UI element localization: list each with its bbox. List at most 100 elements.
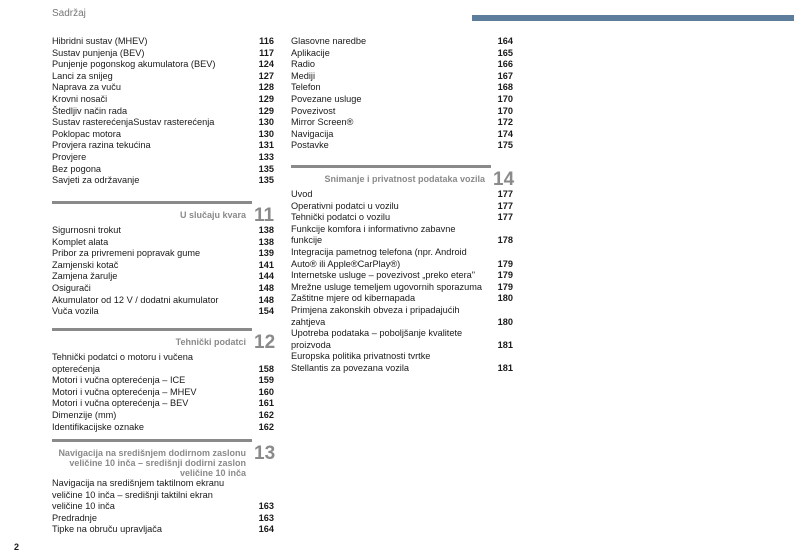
toc-entry[interactable]: Dimenzije (mm) 162 bbox=[52, 410, 274, 422]
entry-page-number: 180 bbox=[497, 316, 513, 327]
toc-entry[interactable]: Integracija pametnog telefona (npr. Andr… bbox=[291, 247, 513, 270]
toc-entry[interactable]: Poklopac motora 130 bbox=[52, 129, 274, 141]
toc-block: U slučaju kvara 11 Sigurnosni trokut 138 Kom… bbox=[52, 201, 274, 318]
toc-entry[interactable]: Predradnje 163 bbox=[52, 513, 274, 525]
entry-title: Telefon bbox=[291, 82, 321, 94]
section-title[interactable]: Tehnički podatci bbox=[176, 333, 246, 347]
entry-title: Provjera razina tekućina bbox=[52, 140, 151, 152]
entry-title-line: funkcije bbox=[291, 235, 323, 246]
toc-entry[interactable]: Punjenje pogonskog akumulatora (BEV) 124 bbox=[52, 59, 274, 71]
entry-page-number: 164 bbox=[497, 36, 513, 46]
toc-entry[interactable]: Sustav punjenja (BEV) 117 bbox=[52, 48, 274, 60]
entry-title: Sustav rasterećenjaSustav rasterećenja bbox=[52, 117, 214, 129]
entry-title: Osigurači bbox=[52, 283, 91, 295]
section-header: U slučaju kvara 11 bbox=[52, 201, 274, 225]
toc-entry[interactable]: Operativni podatci u vozilu 177 bbox=[291, 201, 513, 213]
entry-title-line: Motori i vučna opterećenja – MHEV bbox=[52, 386, 197, 397]
toc-entry[interactable]: Komplet alata 138 bbox=[52, 237, 274, 249]
section-title[interactable]: Navigacija na središnjem dodirnom zaslon… bbox=[58, 444, 246, 478]
entry-page-number: 138 bbox=[258, 236, 274, 247]
toc-entry[interactable]: Radio 166 bbox=[291, 59, 513, 71]
toc-entry[interactable]: Krovni nosači 129 bbox=[52, 94, 274, 106]
toc-entry[interactable]: Tehnički podatci o motoru i vučena optere… bbox=[52, 352, 274, 375]
entry-title-line: Povezivost bbox=[291, 105, 336, 116]
toc-entry[interactable]: Pribor za privremeni popravak gume 139 bbox=[52, 248, 274, 260]
entry-page-number: 163 bbox=[258, 512, 274, 523]
entry-title: Provjere bbox=[52, 152, 86, 164]
entry-page-number: 181 bbox=[497, 362, 513, 373]
section-title-line: Snimanje i privatnost podataka vozila bbox=[324, 174, 485, 184]
section-title-line: U slučaju kvara bbox=[179, 210, 246, 220]
toc-entry[interactable]: Aplikacije 165 bbox=[291, 48, 513, 60]
toc-entry[interactable]: Sustav rasterećenjaSustav rasterećenja 13… bbox=[52, 117, 274, 129]
toc-entry[interactable]: Mirror Screen® 172 bbox=[291, 117, 513, 129]
toc-entry[interactable]: Motori i vučna opterećenja – BEV 161 bbox=[52, 398, 274, 410]
section-heading-row: Snimanje i privatnost podataka vozila 14 bbox=[291, 170, 514, 189]
toc-entry[interactable]: Savjeti za održavanje 135 bbox=[52, 175, 274, 187]
toc-entry[interactable]: Navigacija 174 bbox=[291, 129, 513, 141]
entry-title-line: Dimenzije (mm) bbox=[52, 409, 117, 420]
toc-entry[interactable]: Vuča vozila 154 bbox=[52, 306, 274, 318]
entry-title: Sigurnosni trokut bbox=[52, 225, 121, 237]
section-title-line: veličine 10 inča – središnji dodirni zas… bbox=[69, 458, 246, 468]
toc-entry[interactable]: Postavke 175 bbox=[291, 140, 513, 152]
toc-block: Tehnički podatci 12 Tehnički podatci o mot… bbox=[52, 328, 275, 434]
entry-title: Vuča vozila bbox=[52, 306, 99, 318]
toc-entry[interactable]: Povezane usluge 170 bbox=[291, 94, 513, 106]
entry-page-number: 148 bbox=[258, 294, 274, 305]
toc-entry[interactable]: Motori i vučna opterećenja – ICE 159 bbox=[52, 375, 274, 387]
entry-page-number: 179 bbox=[497, 270, 513, 281]
toc-entry[interactable]: Lanci za snijeg 127 bbox=[52, 71, 274, 83]
entry-title: Tehnički podatci o motoru i vučena optere… bbox=[52, 352, 193, 375]
toc-entry[interactable]: Tehnički podatci o vozilu 177 bbox=[291, 212, 513, 224]
entry-page-number: 131 bbox=[258, 140, 274, 151]
toc-entry[interactable]: Akumulator od 12 V / dodatni akumulator 1… bbox=[52, 295, 274, 307]
toc-entry[interactable]: Naprava za vuču 128 bbox=[52, 82, 274, 94]
toc-entry[interactable]: Mrežne usluge temeljem ugovornih sporazu… bbox=[291, 282, 513, 294]
section-title[interactable]: U slučaju kvara bbox=[180, 206, 246, 220]
toc-entry[interactable]: Identifikacijske oznake 162 bbox=[52, 422, 274, 434]
entry-title-line: Europska politika privatnosti tvrtke bbox=[291, 351, 431, 362]
entry-page-number: 162 bbox=[258, 409, 274, 420]
section-header: Navigacija na središnjem dodirnom zaslon… bbox=[52, 439, 275, 478]
toc-entry[interactable]: Upotreba podataka – poboljšanje kvalitet… bbox=[291, 328, 513, 351]
toc-entry[interactable]: Mediji 167 bbox=[291, 71, 513, 83]
toc-entry[interactable]: Telefon 168 bbox=[291, 82, 513, 94]
toc-entry[interactable]: Navigacija na središnjem taktilnom ekran… bbox=[52, 478, 274, 513]
toc-entry[interactable]: Zamjena žarulje 144 bbox=[52, 271, 274, 283]
toc-entry[interactable]: Zamjenski kotač 141 bbox=[52, 260, 274, 272]
entry-title-line: Operativni podatci u vozilu bbox=[291, 200, 399, 211]
toc-entry[interactable]: Motori i vučna opterećenja – MHEV 160 bbox=[52, 387, 274, 399]
entry-page-number: 165 bbox=[497, 47, 513, 58]
toc-entry[interactable]: Bez pogona 135 bbox=[52, 164, 274, 176]
entry-page-number: 162 bbox=[258, 421, 274, 432]
toc-entry[interactable]: Funkcije komfora i informativno zabavne f… bbox=[291, 224, 513, 247]
toc-entry[interactable]: Tipke na obruču upravljača 164 bbox=[52, 524, 274, 536]
toc-entry[interactable]: Provjere 133 bbox=[52, 152, 274, 164]
entry-title-line: Auto® ili Apple®CarPlay®) bbox=[291, 258, 401, 269]
toc-entry[interactable]: Povezivost 170 bbox=[291, 106, 513, 118]
entry-title: Aplikacije bbox=[291, 48, 330, 60]
entry-title-line: Uvod bbox=[291, 189, 313, 199]
entry-title-line: Punjenje pogonskog akumulatora (BEV) bbox=[52, 59, 216, 70]
toc-entry[interactable]: Sigurnosni trokut 138 bbox=[52, 225, 274, 237]
entry-title-line: Motori i vučna opterećenja – BEV bbox=[52, 398, 189, 409]
toc-entry[interactable]: Provjera razina tekućina 131 bbox=[52, 140, 274, 152]
toc-entry[interactable]: Primjena zakonskih obveza i pripadajućih… bbox=[291, 305, 513, 328]
toc-entry[interactable]: Zaštitne mjere od kibernapada 180 bbox=[291, 293, 513, 305]
entry-title: Zamjena žarulje bbox=[52, 271, 117, 283]
entry-title: Navigacija bbox=[291, 129, 333, 141]
entry-title: Postavke bbox=[291, 140, 329, 152]
entry-title-line: Tipke na obruču upravljača bbox=[52, 524, 162, 535]
toc-entry[interactable]: Osigurači 148 bbox=[52, 283, 274, 295]
toc-entry[interactable]: Europska politika privatnosti tvrtke Stel… bbox=[291, 351, 513, 374]
toc-entry[interactable]: Hibridni sustav (MHEV) 116 bbox=[52, 36, 274, 48]
toc-entry[interactable]: Uvod 177 bbox=[291, 189, 513, 201]
toc-entry[interactable]: Štedljiv način rada 129 bbox=[52, 106, 274, 118]
entry-title-line: Mediji bbox=[291, 70, 315, 81]
entry-title: Identifikacijske oznake bbox=[52, 422, 144, 434]
toc-entry[interactable]: Internetske usluge – povezivost „preko e… bbox=[291, 270, 513, 282]
toc-entry[interactable]: Glasovne naredbe 164 bbox=[291, 36, 513, 48]
entry-title: Tipke na obruču upravljača bbox=[52, 524, 162, 536]
section-title[interactable]: Snimanje i privatnost podataka vozila bbox=[324, 170, 485, 184]
